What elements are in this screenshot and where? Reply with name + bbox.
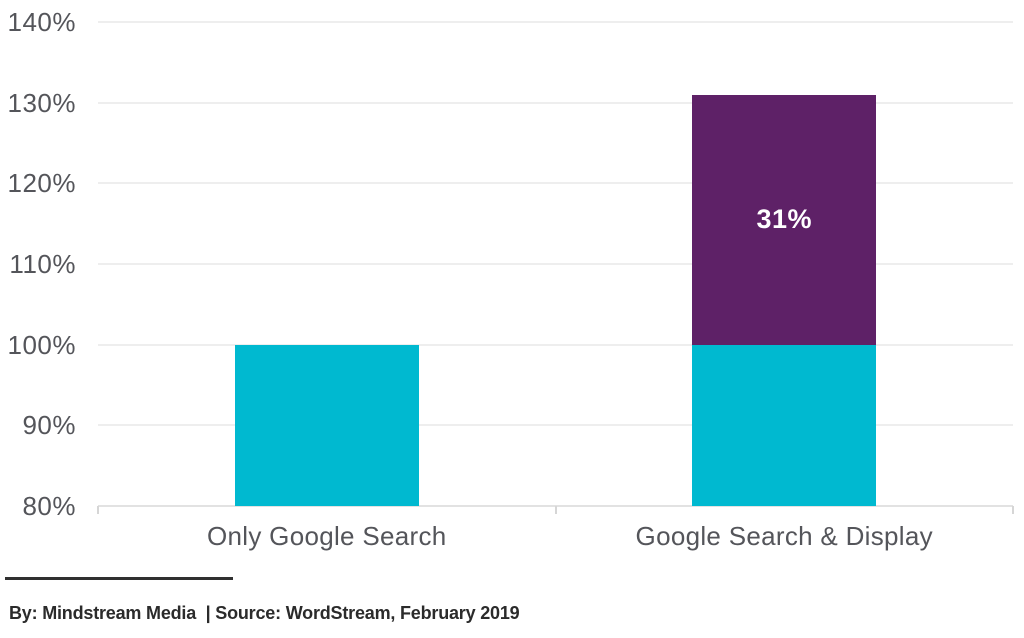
gridline-100 — [98, 343, 1013, 346]
cyan-base-segment — [234, 344, 419, 506]
cyan-base-segment — [692, 344, 877, 506]
y-tick-label-130: 130% — [7, 87, 76, 118]
category-label-0: Only Google Search — [206, 521, 447, 551]
category-label-1: Google Search & Display — [635, 521, 933, 551]
footer-separator — [5, 577, 233, 580]
gridline-110 — [98, 263, 1013, 265]
y-tick-label-80: 80% — [22, 491, 76, 521]
gridline-90 — [98, 424, 1013, 427]
bar-segment-value-label: 31% — [756, 203, 813, 234]
x-axis-tick — [554, 506, 557, 514]
x-axis-tick — [97, 506, 99, 514]
gridline-130 — [98, 101, 1013, 104]
y-tick-label-140: 140% — [7, 7, 76, 37]
gridline-120 — [98, 182, 1013, 185]
x-axis-tick — [1012, 506, 1014, 514]
gridline-140 — [98, 21, 1013, 23]
y-tick-label-110: 110% — [9, 249, 76, 279]
purple-increment-segment — [692, 94, 877, 345]
y-tick-label-100: 100% — [7, 329, 76, 360]
y-tick-label-90: 90% — [22, 410, 76, 441]
attribution-text: By: Mindstream Media | Source: WordStrea… — [9, 603, 520, 623]
y-tick-label-120: 120% — [7, 168, 76, 199]
